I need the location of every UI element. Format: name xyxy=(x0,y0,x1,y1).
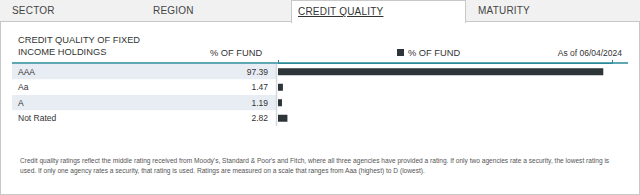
table-row xyxy=(12,95,276,111)
value-label: 1.47 xyxy=(251,82,268,92)
page: % OF FUND% OF FUNDAs of 06/04/2024AAAAaA… xyxy=(0,0,640,195)
x-axis-line xyxy=(279,60,613,64)
tab-bar: SECTORREGIONCREDIT QUALITYMATURITY xyxy=(0,0,640,22)
category-label: AAA xyxy=(18,67,35,77)
value-header: % OF FUND xyxy=(210,48,262,58)
tab[interactable]: REGION xyxy=(141,0,291,22)
bars xyxy=(278,68,603,122)
table-row xyxy=(12,80,276,96)
x-axis xyxy=(279,60,613,64)
legend-swatch xyxy=(397,49,404,56)
category-labels: AAA Aa A Not Rated xyxy=(18,67,57,124)
table-edge xyxy=(276,64,278,126)
bar xyxy=(278,68,603,75)
legend: % OF FUND xyxy=(397,48,460,58)
category-label: A xyxy=(18,98,24,108)
footnote: Credit quality ratings reflect the middl… xyxy=(20,156,622,176)
table-row xyxy=(12,64,276,80)
value-label: 1.19 xyxy=(251,98,268,108)
bar xyxy=(278,84,283,91)
bar xyxy=(278,99,282,106)
legend-label: % OF FUND xyxy=(408,48,460,58)
tab[interactable]: CREDIT QUALITY xyxy=(291,0,466,23)
panel-frame xyxy=(1,22,640,195)
chart-title: CREDIT QUALITY OF FIXED INCOME HOLDINGS xyxy=(18,34,178,58)
subtitle: As of 06/04/2024 xyxy=(558,48,623,58)
category-label: Aa xyxy=(18,82,29,92)
value-labels: 97.39 1.47 1.19 2.82 xyxy=(247,67,269,124)
bar xyxy=(278,115,287,122)
tab[interactable]: SECTOR xyxy=(0,0,141,22)
value-label: 2.82 xyxy=(251,113,268,123)
value-label: 97.39 xyxy=(247,67,269,77)
category-label: Not Rated xyxy=(18,113,57,123)
table-row xyxy=(12,111,276,127)
table-rows xyxy=(12,64,276,126)
chart: % OF FUND% OF FUNDAs of 06/04/2024AAAAaA… xyxy=(0,0,640,195)
tab[interactable]: MATURITY xyxy=(466,0,640,22)
